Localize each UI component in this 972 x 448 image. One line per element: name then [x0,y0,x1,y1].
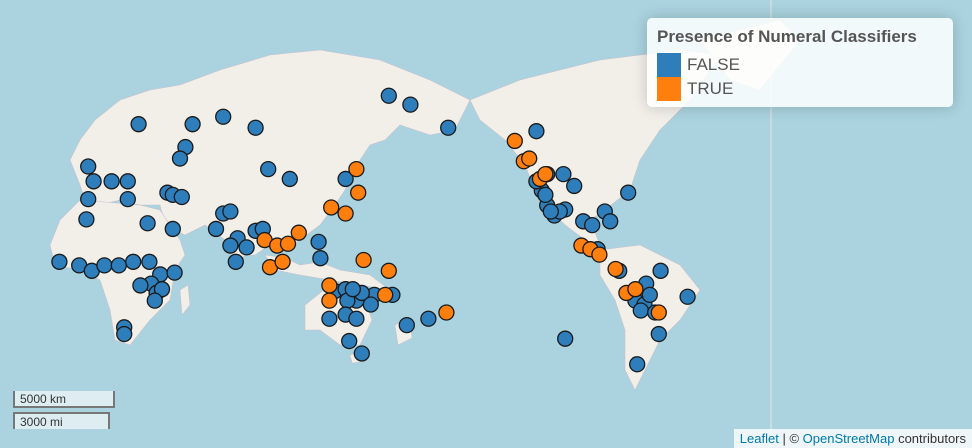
language-point[interactable] [380,87,397,104]
language-point[interactable] [650,325,667,343]
language-point[interactable] [650,304,667,321]
language-point[interactable] [555,165,572,183]
language-point[interactable] [344,281,361,298]
language-point[interactable] [215,108,232,125]
language-point[interactable] [402,96,419,113]
legend-label: FALSE [687,55,740,74]
language-point[interactable] [629,356,646,373]
language-point[interactable] [96,257,113,274]
scale-metric: 5000 km [13,391,115,408]
language-point[interactable] [652,262,669,279]
language-point[interactable] [321,310,338,327]
legend-title: Presence of Numeral Classifiers [657,27,917,46]
language-point[interactable] [350,184,367,201]
language-point[interactable] [348,310,365,327]
language-point[interactable] [528,123,545,140]
language-point[interactable] [281,170,298,188]
language-point[interactable] [247,119,264,136]
language-point[interactable] [506,132,523,150]
language-point[interactable] [184,116,201,133]
language-point[interactable] [377,286,394,303]
language-point[interactable] [207,220,225,238]
language-point[interactable] [51,253,68,270]
language-point[interactable] [679,288,696,305]
language-point[interactable] [321,277,338,294]
language-point[interactable] [591,246,608,263]
language-point[interactable] [279,235,297,252]
language-point[interactable] [153,281,171,298]
language-point[interactable] [290,224,307,241]
attribution-separator: | © [782,431,800,446]
language-point[interactable] [323,199,340,216]
language-point[interactable] [80,158,97,175]
attribution: Leaflet | © OpenStreetMap contributors [733,429,972,448]
language-point[interactable] [380,262,397,279]
land [264,254,391,291]
language-point[interactable] [627,281,644,298]
language-point[interactable] [537,186,554,204]
legend: Presence of Numeral Classifiers FALSE TRU… [647,18,953,107]
language-point[interactable] [222,203,239,220]
language-point[interactable] [260,160,277,178]
osm-link[interactable]: OpenStreetMap [802,431,895,446]
language-point[interactable] [353,345,370,362]
leaflet-link[interactable]: Leaflet [739,431,779,446]
language-point[interactable] [362,296,379,313]
land [69,49,471,266]
language-point[interactable] [141,253,158,270]
language-point[interactable] [440,119,457,136]
language-point[interactable] [85,173,102,190]
language-point[interactable] [310,233,327,251]
language-point[interactable] [312,250,329,267]
language-point[interactable] [542,203,559,220]
language-point[interactable] [348,160,365,178]
language-point[interactable] [125,253,142,270]
language-point[interactable] [119,190,136,208]
language-point[interactable] [227,253,244,270]
language-point[interactable] [521,150,538,167]
language-point[interactable] [132,277,149,294]
language-point[interactable] [78,211,95,228]
land [179,284,191,316]
scale-imperial: 3000 mi [13,412,110,429]
language-point[interactable] [146,292,163,309]
legend-swatch [657,53,681,77]
language-point[interactable] [602,213,619,230]
language-point[interactable] [238,239,255,256]
language-point[interactable] [110,257,127,274]
points-layer [51,87,696,373]
language-point[interactable] [337,205,354,222]
language-point[interactable] [222,237,239,254]
language-point[interactable] [274,253,291,270]
language-point[interactable] [632,302,649,319]
language-point[interactable] [537,165,554,183]
language-point[interactable] [584,217,601,234]
language-point[interactable] [119,173,136,190]
language-point[interactable] [398,316,415,334]
language-point[interactable] [355,251,372,269]
language-point[interactable] [173,188,190,206]
language-point[interactable] [341,332,358,350]
language-point[interactable] [337,170,354,188]
language-point[interactable] [103,173,120,190]
language-point[interactable] [139,215,156,232]
language-point[interactable] [164,220,181,238]
language-point[interactable] [116,325,133,343]
attribution-text: contributors [898,431,966,446]
language-point[interactable] [438,304,455,321]
language-point[interactable] [321,292,338,309]
language-point[interactable] [607,260,624,278]
legend-swatch [657,77,681,101]
language-point[interactable] [166,264,183,281]
language-point[interactable] [130,116,147,133]
legend-label: TRUE [687,79,734,98]
language-point[interactable] [80,190,97,208]
language-point[interactable] [566,177,583,195]
language-point[interactable] [171,150,189,167]
language-point[interactable] [641,286,658,303]
language-point[interactable] [420,310,437,327]
language-point[interactable] [620,184,637,201]
language-point[interactable] [557,330,574,347]
